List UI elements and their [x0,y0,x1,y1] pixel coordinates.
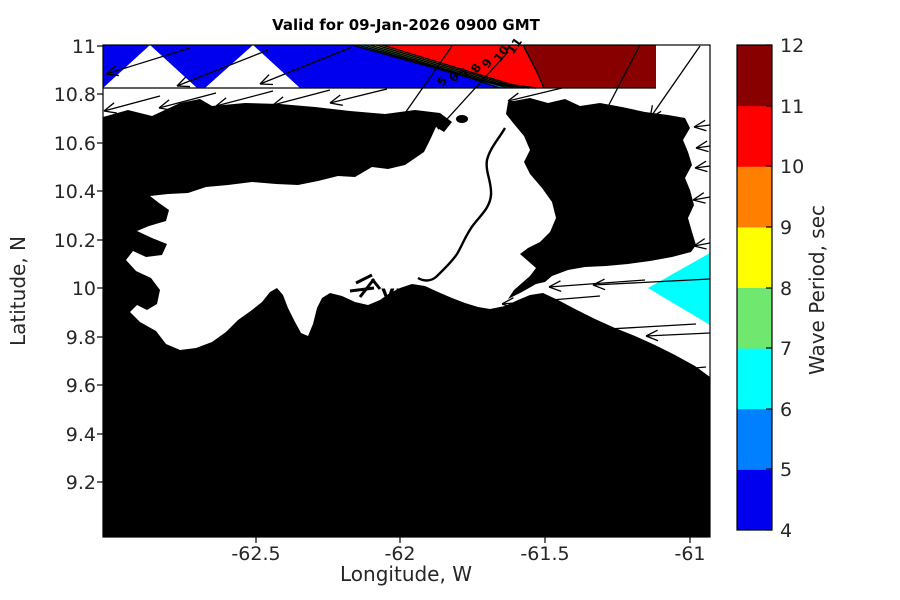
plot-title: Valid for 09-Jan-2026 0900 GMT [272,16,540,34]
colorbar-tick-label: 8 [780,278,792,300]
x-axis-ticks [256,537,690,543]
arrow-head [600,109,601,122]
island-dragons-mouth [456,115,468,123]
y-tick-label: 9.2 [66,472,96,494]
colorbar-band-7-8 [737,288,772,349]
y-tick-label: 10.2 [54,230,96,252]
colorbar-tick-label: 12 [780,35,804,57]
colorbar-tick-labels: 12 11 10 9 8 7 6 5 4 [780,35,804,542]
figure-canvas: 567891011 vre -62.5-62-61.5-61 1110.810.… [0,0,900,600]
y-tick-label: 9.8 [66,327,96,349]
colorbar-band-10-11 [737,106,772,167]
colorbar-label: Wave Period, sec [805,205,829,375]
x-tick-label: -61.5 [520,543,569,565]
y-tick-label: 10.4 [54,181,96,203]
colorbar-tick-label: 5 [780,459,792,481]
y-tick-label: 10.6 [54,133,96,155]
y-tick-label: 10.8 [54,84,96,106]
colorbar-tick-label: 4 [780,520,792,542]
x-tick-label: -62.5 [231,543,280,565]
colorbar-band-6-7 [737,348,772,409]
y-axis-ticks [97,46,103,482]
y-tick-label: 9.6 [66,375,96,397]
colorbar-band-9-10 [737,166,772,227]
colorbar-band-4-5 [737,469,772,530]
colorbar-band-11-12 [737,45,772,106]
y-tick-label: 11 [72,36,96,58]
colorbar-tick-label: 10 [780,156,804,178]
offshore-wave-band: 567891011 [103,35,656,89]
colorbar-tick-label: 7 [780,338,792,360]
colorbar-band-8-9 [737,227,772,288]
x-tick-label: -61 [674,543,705,565]
map-place-label: vre [381,281,419,305]
y-axis-tick-labels: 11 10.8 10.6 10.4 10.2 10 9.8 9.6 9.4 9.2 [54,36,96,494]
map-plot: 567891011 vre -62.5-62-61.5-61 1110.810.… [0,0,900,600]
colorbar-tick-label: 11 [780,96,804,118]
colorbar-tick-label: 6 [780,399,792,421]
y-tick-label: 9.4 [66,424,96,446]
arrow-head [177,86,190,87]
y-axis-label: Latitude, N [6,236,30,346]
x-axis-label: Longitude, W [340,562,472,586]
colorbar-tick-label: 9 [780,217,792,239]
y-tick-label: 10 [72,278,96,300]
colorbar-band-5-6 [737,409,772,470]
